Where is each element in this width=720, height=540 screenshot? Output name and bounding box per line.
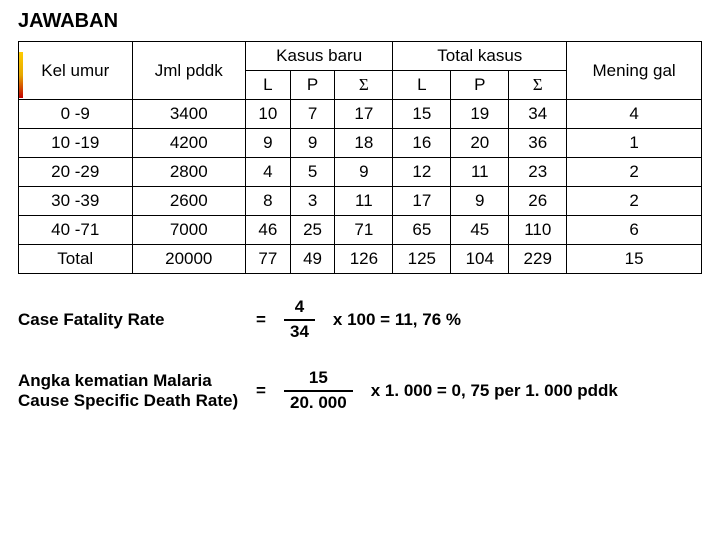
cfr-numerator: 4 <box>284 298 315 319</box>
col-tl: L <box>393 71 451 100</box>
cell: 9 <box>290 129 335 158</box>
cell: 126 <box>335 245 393 274</box>
calc-cfr: Case Fatality Rate = 4 34 x 100 = 11, 76… <box>18 298 702 341</box>
cell: 9 <box>335 158 393 187</box>
cell: 16 <box>393 129 451 158</box>
col-totalcases: Total kasus <box>393 42 567 71</box>
col-nl: L <box>246 71 291 100</box>
cell: Total <box>19 245 133 274</box>
csdr-result: x 1. 000 = 0, 75 per 1. 000 pddk <box>371 381 618 401</box>
cell: 34 <box>509 100 567 129</box>
table-row: 0 -9 3400 10 7 17 15 19 34 4 <box>19 100 702 129</box>
cell: 8 <box>246 187 291 216</box>
cell: 45 <box>451 216 509 245</box>
cell: 11 <box>451 158 509 187</box>
cfr-denominator: 34 <box>284 321 315 342</box>
csdr-label-line2: Cause Specific Death Rate) <box>18 391 238 410</box>
cell: 20000 <box>132 245 246 274</box>
cell: 229 <box>509 245 567 274</box>
cell: 20 <box>451 129 509 158</box>
cell: 104 <box>451 245 509 274</box>
cell: 6 <box>567 216 702 245</box>
cell: 7000 <box>132 216 246 245</box>
cell: 2 <box>567 187 702 216</box>
cell: 7 <box>290 100 335 129</box>
col-pop: Jml pddk <box>132 42 246 100</box>
col-newcases: Kasus baru <box>246 42 393 71</box>
col-age: Kel umur <box>19 42 133 100</box>
cell: 36 <box>509 129 567 158</box>
cell: 12 <box>393 158 451 187</box>
calculations: Case Fatality Rate = 4 34 x 100 = 11, 76… <box>18 298 702 413</box>
cell: 10 -19 <box>19 129 133 158</box>
table-row: 30 -39 2600 8 3 11 17 9 26 2 <box>19 187 702 216</box>
csdr-label-line1: Angka kematian Malaria <box>18 371 212 390</box>
cell: 4 <box>246 158 291 187</box>
data-table: Kel umur Jml pddk Kasus baru Total kasus… <box>18 41 702 274</box>
table-row: 10 -19 4200 9 9 18 16 20 36 1 <box>19 129 702 158</box>
csdr-label: Angka kematian Malaria Cause Specific De… <box>18 371 246 411</box>
cell: 3400 <box>132 100 246 129</box>
cell: 26 <box>509 187 567 216</box>
cell: 46 <box>246 216 291 245</box>
cell: 2800 <box>132 158 246 187</box>
csdr-fraction: 15 20. 000 <box>284 369 353 412</box>
cell: 25 <box>290 216 335 245</box>
cfr-result: x 100 = 11, 76 % <box>333 310 461 330</box>
page-title: JAWABAN <box>18 10 702 33</box>
cell: 4200 <box>132 129 246 158</box>
cell: 3 <box>290 187 335 216</box>
cell: 18 <box>335 129 393 158</box>
cell: 15 <box>567 245 702 274</box>
csdr-denominator: 20. 000 <box>284 392 353 413</box>
cfr-label: Case Fatality Rate <box>18 310 246 330</box>
cell: 19 <box>451 100 509 129</box>
cell: 77 <box>246 245 291 274</box>
calc-csdr: Angka kematian Malaria Cause Specific De… <box>18 369 702 412</box>
cell: 17 <box>393 187 451 216</box>
cell: 4 <box>567 100 702 129</box>
cell: 17 <box>335 100 393 129</box>
cell: 11 <box>335 187 393 216</box>
cell: 1 <box>567 129 702 158</box>
cell: 5 <box>290 158 335 187</box>
cell: 125 <box>393 245 451 274</box>
col-deaths: Mening gal <box>567 42 702 100</box>
col-ns: Σ <box>335 71 393 100</box>
csdr-numerator: 15 <box>284 369 353 390</box>
cell: 49 <box>290 245 335 274</box>
col-tp: P <box>451 71 509 100</box>
cell: 9 <box>451 187 509 216</box>
cell: 71 <box>335 216 393 245</box>
cell: 0 -9 <box>19 100 133 129</box>
table-row: 40 -71 7000 46 25 71 65 45 110 6 <box>19 216 702 245</box>
cell: 23 <box>509 158 567 187</box>
cell: 9 <box>246 129 291 158</box>
cell: 2 <box>567 158 702 187</box>
cell: 65 <box>393 216 451 245</box>
cell: 2600 <box>132 187 246 216</box>
col-ts: Σ <box>509 71 567 100</box>
table-row-total: Total 20000 77 49 126 125 104 229 15 <box>19 245 702 274</box>
cell: 110 <box>509 216 567 245</box>
cell: 40 -71 <box>19 216 133 245</box>
cell: 10 <box>246 100 291 129</box>
cfr-fraction: 4 34 <box>284 298 315 341</box>
equals-sign: = <box>246 310 276 330</box>
equals-sign: = <box>246 381 276 401</box>
cell: 30 -39 <box>19 187 133 216</box>
col-np: P <box>290 71 335 100</box>
table-row: 20 -29 2800 4 5 9 12 11 23 2 <box>19 158 702 187</box>
cell: 20 -29 <box>19 158 133 187</box>
cell: 15 <box>393 100 451 129</box>
